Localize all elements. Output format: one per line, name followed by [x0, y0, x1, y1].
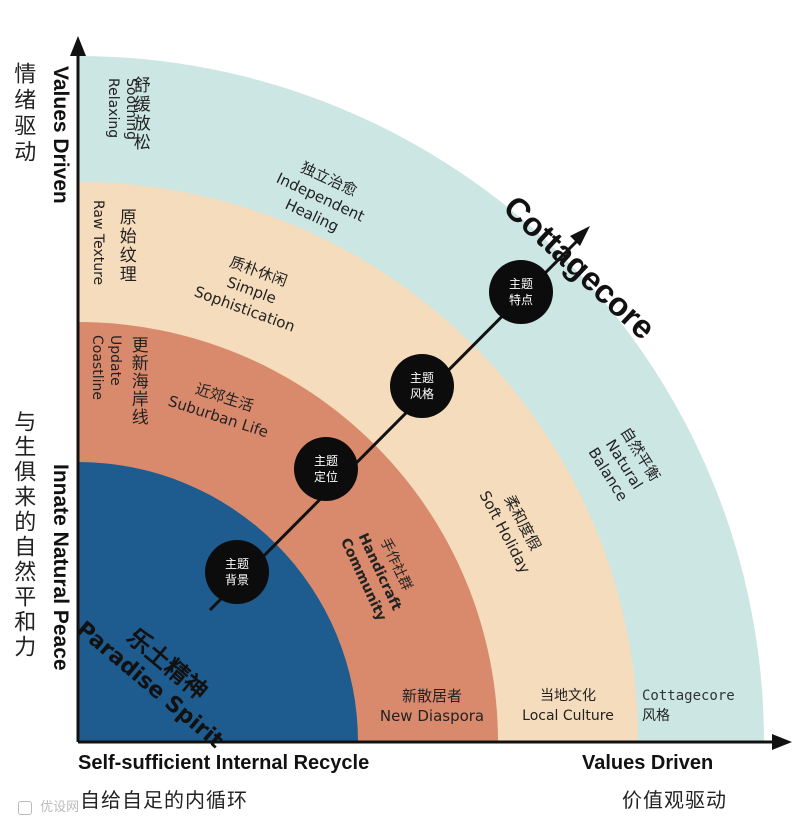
- bottom-diaspora-zh: 新散居者: [401, 687, 462, 705]
- label-raw-texture-en: Raw Texture: [90, 200, 106, 286]
- label-update-zh: 更新海岸线: [127, 336, 148, 426]
- node-feature-circle: [489, 260, 553, 324]
- node-style-l2: 风格: [409, 387, 434, 401]
- watermark-logo-icon: [18, 800, 32, 815]
- bottom-diaspora-en: New Diaspora: [379, 707, 485, 725]
- node-feature-l1: 主题: [508, 277, 533, 291]
- node-feature-l2: 特点: [508, 293, 533, 307]
- node-positioning: 主题 定位: [294, 453, 358, 485]
- watermark-text: 优设网: [40, 800, 80, 815]
- label-soothing-en2: Relaxing: [105, 78, 121, 139]
- node-positioning-l1: 主题: [313, 454, 338, 468]
- bottom-new-diaspora: 新散居者 New Diaspora: [362, 686, 502, 726]
- x-axis-right-en: Values Driven: [582, 752, 714, 774]
- node-style-l1: 主题: [409, 371, 434, 385]
- node-background: 主题 背景: [205, 556, 269, 588]
- x-axis-left-en: Self-sufficient Internal Recycle: [78, 752, 370, 774]
- y-axis-top-zh: 情绪驱动: [10, 62, 36, 166]
- bottom-cottagecore: Cottagecore 风格: [642, 686, 762, 726]
- label-update-en1: Update: [107, 335, 123, 386]
- node-background-circle: [205, 540, 269, 604]
- watermark: 优设网: [18, 796, 79, 815]
- y-axis-top-en: Values Driven: [49, 66, 72, 204]
- node-positioning-circle: [294, 437, 358, 501]
- bottom-local-en: Local Culture: [522, 708, 614, 724]
- node-style-circle: [390, 354, 454, 418]
- node-positioning-l2: 定位: [313, 470, 338, 484]
- node-background-l1: 主题: [224, 557, 249, 571]
- bottom-cottage-en: Cottagecore: [642, 688, 735, 704]
- node-style: 主题 风格: [390, 370, 454, 402]
- diagonal-arrowhead: [570, 226, 590, 246]
- y-axis-bottom-en: Innate Natural Peace: [49, 464, 72, 671]
- label-raw-texture-zh: 原始纹理: [115, 208, 136, 284]
- label-soothing-zh: 舒缓放松: [129, 76, 150, 152]
- bottom-cottage-zh: 风格: [642, 708, 670, 724]
- label-update-coastline: Update Coastline: [88, 335, 124, 400]
- y-axis-arrow: [70, 36, 86, 56]
- x-axis-right-zh: 价值观驱动: [622, 788, 727, 812]
- bottom-local-culture: 当地文化 Local Culture: [503, 686, 633, 726]
- y-axis-bottom-zh: 与生俱来的自然平和力: [10, 410, 36, 660]
- node-feature: 主题 特点: [489, 276, 553, 308]
- label-update-en2: Coastline: [89, 335, 105, 400]
- x-axis-left-zh: 自给自足的内循环: [80, 788, 248, 812]
- x-axis-arrow: [772, 734, 792, 750]
- bottom-local-zh: 当地文化: [540, 688, 596, 704]
- node-background-l2: 背景: [224, 573, 249, 587]
